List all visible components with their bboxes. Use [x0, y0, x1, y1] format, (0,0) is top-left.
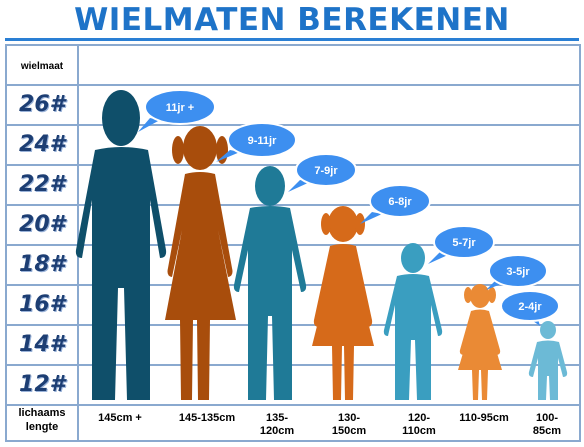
- girl-figure: [312, 206, 374, 400]
- wheel-size-label: 16#: [19, 292, 65, 317]
- title-underline: [5, 38, 579, 41]
- age-bubble-text: 2-4jr: [518, 301, 542, 313]
- age-bubble: 7-9jr: [288, 153, 357, 192]
- age-bubble-text: 9-11jr: [248, 135, 277, 147]
- grid-line: [7, 124, 579, 126]
- wheel-size-label: 18#: [19, 252, 65, 277]
- age-bubble-text: 5-7jr: [452, 237, 476, 249]
- grid-line: [7, 404, 579, 406]
- wheel-size-label: 12#: [19, 372, 65, 397]
- height-caption: 135- 120cm: [247, 412, 307, 438]
- girl-figure: [458, 284, 502, 400]
- height-caption: 145cm +: [85, 412, 155, 425]
- wheel-size-label: 20#: [19, 212, 65, 237]
- height-caption: 120- 110cm: [389, 412, 449, 438]
- height-caption-line1: 135-: [265, 412, 289, 424]
- age-bubble-text: 11jr +: [166, 102, 194, 114]
- height-caption-line1: 110-95cm: [459, 412, 509, 424]
- girl-figure: [165, 126, 236, 400]
- wheel-size-header: wielmaat: [20, 61, 64, 72]
- height-caption: 100- 85cm: [517, 412, 577, 438]
- grid-line: [7, 164, 579, 166]
- boy-figure: [233, 166, 307, 400]
- height-caption-line1: 120-: [407, 412, 431, 424]
- chart-grid: wielmaat 26# 24# 22# 20# 18# 16# 14# 12#…: [5, 44, 581, 442]
- grid-line: [7, 284, 579, 286]
- grid-line: [7, 324, 579, 326]
- man-figure: [75, 90, 167, 400]
- body-height-label: lichaams lengte: [7, 406, 77, 434]
- wheel-size-label: 22#: [19, 172, 65, 197]
- age-bubble: 11jr +: [138, 89, 216, 132]
- height-caption-line2: 85cm: [532, 425, 562, 437]
- page-title: WIELMATEN BEREKENEN: [74, 2, 510, 38]
- body-height-label-line1: lichaams: [18, 407, 66, 419]
- boy-figure: [383, 243, 443, 400]
- height-caption-line1: 145-135cm: [178, 412, 236, 424]
- wheel-size-label: 24#: [19, 132, 65, 157]
- height-caption: 110-95cm: [451, 412, 517, 425]
- height-caption-line1: 130-: [337, 412, 361, 424]
- height-caption-line1: 145cm +: [98, 412, 142, 424]
- age-bubble-text: 7-9jr: [314, 165, 338, 177]
- age-bubble: 9-11jr: [216, 122, 297, 162]
- body-height-label-line2: lengte: [25, 421, 59, 433]
- toddler-figure: [528, 321, 568, 400]
- age-bubble: 6-8jr: [360, 184, 431, 224]
- age-bubble: 2-4jr: [500, 290, 560, 326]
- height-caption-line1: 100-: [535, 412, 559, 424]
- age-bubble-text: 6-8jr: [388, 196, 412, 208]
- grid-line: [7, 364, 579, 366]
- height-caption: 145-135cm: [167, 412, 247, 425]
- grid-line: [7, 204, 579, 206]
- height-caption-line2: 120cm: [259, 425, 295, 437]
- title-banner: WIELMATEN BEREKENEN: [0, 0, 584, 44]
- age-bubble: 3-5jr: [486, 254, 548, 290]
- age-bubble-text: 3-5jr: [506, 266, 530, 278]
- wheel-size-label: 26#: [19, 92, 65, 117]
- height-caption-line2: 150cm: [331, 425, 367, 437]
- height-caption-line2: 110cm: [402, 425, 436, 437]
- wheel-size-label: 14#: [19, 332, 65, 357]
- age-bubble: 5-7jr: [428, 225, 495, 264]
- height-caption: 130- 150cm: [319, 412, 379, 438]
- grid-line: [7, 84, 579, 86]
